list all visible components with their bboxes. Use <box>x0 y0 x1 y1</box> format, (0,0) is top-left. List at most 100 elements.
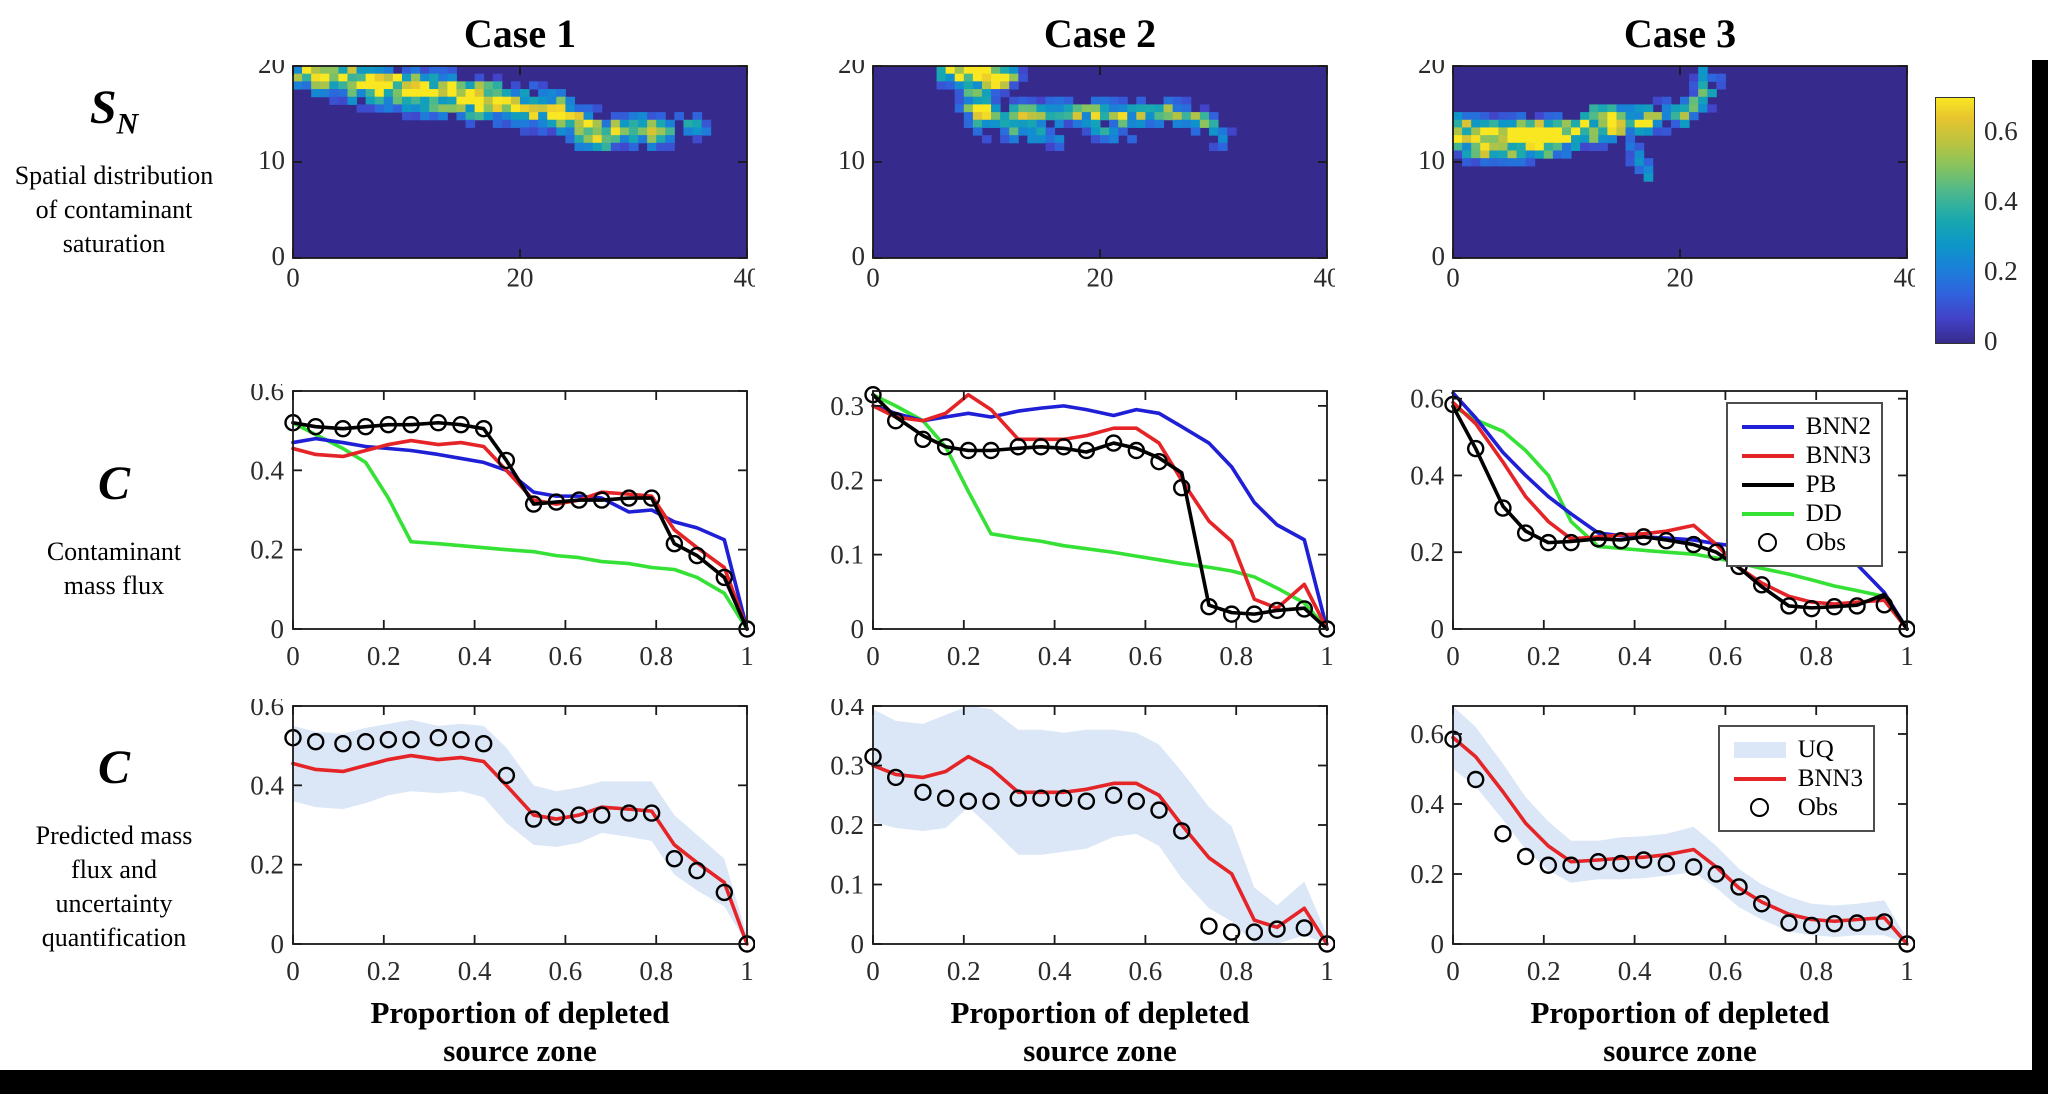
bnn3-line-swatch-icon <box>1741 453 1794 458</box>
flux1-obs-marker <box>620 489 638 507</box>
flux2-obs-marker <box>1200 597 1218 616</box>
svg-text:1: 1 <box>1320 956 1334 986</box>
flux3-obs-marker <box>1848 597 1866 615</box>
heat2-canvas <box>815 60 1335 302</box>
flux1-obs-marker <box>429 414 447 432</box>
case1-uq-chart: 0 0.2 0.4 0.6 0.8 1 0 0.2 0.4 0.6 <box>235 691 756 991</box>
flux2-obs-marker <box>1077 441 1096 460</box>
uq1-obs-marker <box>524 810 543 828</box>
heat1-canvas <box>235 60 755 302</box>
flux2-obs-marker <box>1268 601 1286 620</box>
flux3-obs-marker <box>1657 532 1676 550</box>
case2-uq-chart: 0 0.2 0.4 0.6 0.8 1 0 0.1 0.2 0.3 0.4 <box>815 691 1336 991</box>
legend-label-obs: Obs <box>1805 528 1846 556</box>
uq2-obs-marker <box>1268 920 1286 938</box>
legend-item-dd: DD <box>1741 499 1871 528</box>
uq1-obs-marker <box>570 806 588 824</box>
uq2-obs-marker <box>1054 789 1073 807</box>
row3-description: Predicted mass flux and uncertainty quan… <box>35 820 193 952</box>
svg-text:0: 0 <box>1431 614 1445 644</box>
uq1-obs-marker <box>620 804 638 822</box>
flux1-series-dd <box>291 420 749 631</box>
uq3-obs-marker <box>1657 854 1676 873</box>
uq3-obs-marker <box>1825 914 1844 933</box>
uq3-obs-marker <box>1539 856 1558 874</box>
svg-text:0.4: 0.4 <box>250 455 284 485</box>
bnn3-line-swatch-icon <box>1733 776 1786 781</box>
flux3-obs-marker <box>1562 533 1580 552</box>
flux2-obs-marker <box>1009 438 1027 456</box>
case3-title: Case 3 <box>1623 11 1737 56</box>
uq2-obs-marker <box>914 783 932 801</box>
case3-xaxis-title: Proportion of depleted source zone <box>1530 995 1830 1068</box>
flux1-series-bnn3 <box>291 438 749 631</box>
svg-text:0.6: 0.6 <box>1410 719 1444 749</box>
uq3-obs-marker <box>1707 865 1726 883</box>
colorbar-tick-0.4: 0.4 <box>1984 186 2018 216</box>
uq1-obs-marker <box>547 808 566 826</box>
uq3-obs-marker <box>1516 847 1535 866</box>
uq3-obs-marker <box>1730 878 1748 896</box>
uq2-uq-band <box>873 706 1327 944</box>
uq3-obs-marker <box>1589 853 1607 871</box>
flux3-obs-marker <box>1753 576 1771 594</box>
flux2-obs-marker <box>1173 478 1191 497</box>
svg-text:0.6: 0.6 <box>1709 641 1743 671</box>
flux2-obs-marker <box>1295 600 1313 618</box>
uq3-obs-marker <box>1684 858 1703 876</box>
case1-title: Case 1 <box>463 11 577 56</box>
case3-uq-chart: UQ BNN3 Obs 0 0.2 0.4 0.6 0.8 1 0 0.2 0.4 0.6 <box>1395 699 1916 991</box>
svg-text:0.4: 0.4 <box>1038 956 1072 986</box>
flux2-series-dd <box>871 392 1329 631</box>
uq1-obs-marker <box>688 861 706 880</box>
row1-description: Spatial distribution of contaminant satu… <box>14 160 214 258</box>
svg-text:0.6: 0.6 <box>1129 641 1163 671</box>
case2-xaxis-title: Proportion of depleted source zone <box>950 995 1250 1068</box>
legend-item-uq: UQ <box>1733 735 1863 764</box>
flux1-obs-marker <box>593 491 611 509</box>
bottom-black-bar <box>0 1070 2048 1094</box>
uq2-obs-marker <box>1245 923 1264 941</box>
svg-text:0.8: 0.8 <box>639 956 673 986</box>
svg-text:0.6: 0.6 <box>250 384 284 406</box>
svg-text:0.2: 0.2 <box>250 535 284 565</box>
svg-text:0.2: 0.2 <box>830 810 864 840</box>
flux2-obs-marker <box>1127 441 1146 460</box>
uq3-obs-marker <box>1848 914 1866 932</box>
obs-circle-icon <box>1758 533 1778 552</box>
colorbar-tick-0.2: 0.2 <box>1984 256 2018 286</box>
uq1-obs-marker <box>356 733 375 751</box>
svg-text:0.1: 0.1 <box>830 870 864 900</box>
svg-text:0.8: 0.8 <box>639 641 673 671</box>
colorbar-tick-0.6: 0.6 <box>1984 116 2018 146</box>
uq3-obs-marker <box>1780 914 1798 932</box>
uq2-obs-marker <box>1295 919 1313 937</box>
flux2-obs-marker <box>1032 438 1050 456</box>
flux3-obs-marker <box>1707 543 1726 561</box>
legend-item-bnn2: BNN2 <box>1741 412 1871 441</box>
obs-circle-icon <box>1750 798 1770 817</box>
flux-legend: BNN2 BNN3 PB DD Obs <box>1725 402 1883 567</box>
svg-text:0.4: 0.4 <box>458 956 492 986</box>
svg-text:0: 0 <box>1431 929 1445 959</box>
flux1-svg: 0 0.2 0.4 0.6 0.8 1 0 0.2 0.4 0.6 <box>250 376 756 671</box>
flux2-obs-marker <box>1104 434 1123 452</box>
uq3-obs-marker <box>1875 913 1893 931</box>
flux1-obs-marker <box>452 416 470 434</box>
uq2-obs-marker <box>1009 789 1027 807</box>
svg-text:0.2: 0.2 <box>367 641 401 671</box>
flux1-obs-marker <box>356 418 375 436</box>
uq3-svg: 0 0.2 0.4 0.6 0.8 1 0 0.2 0.4 0.6 <box>1410 705 1916 986</box>
uq2-svg: 0 0.2 0.4 0.6 0.8 1 0 0.1 0.2 0.3 0.4 <box>830 691 1336 986</box>
dd-line-swatch-icon <box>1741 511 1794 516</box>
flux1-obs-marker <box>474 419 493 438</box>
case2-title: Case 2 <box>1043 11 1157 56</box>
flux3-obs-marker <box>1539 533 1558 552</box>
flux2-obs-marker <box>886 412 905 430</box>
svg-text:0: 0 <box>866 641 880 671</box>
uq3-obs-marker <box>1634 851 1653 869</box>
flux1-obs-marker <box>688 546 706 565</box>
flux3-obs-marker <box>1684 535 1703 554</box>
svg-text:0.4: 0.4 <box>1618 641 1652 671</box>
